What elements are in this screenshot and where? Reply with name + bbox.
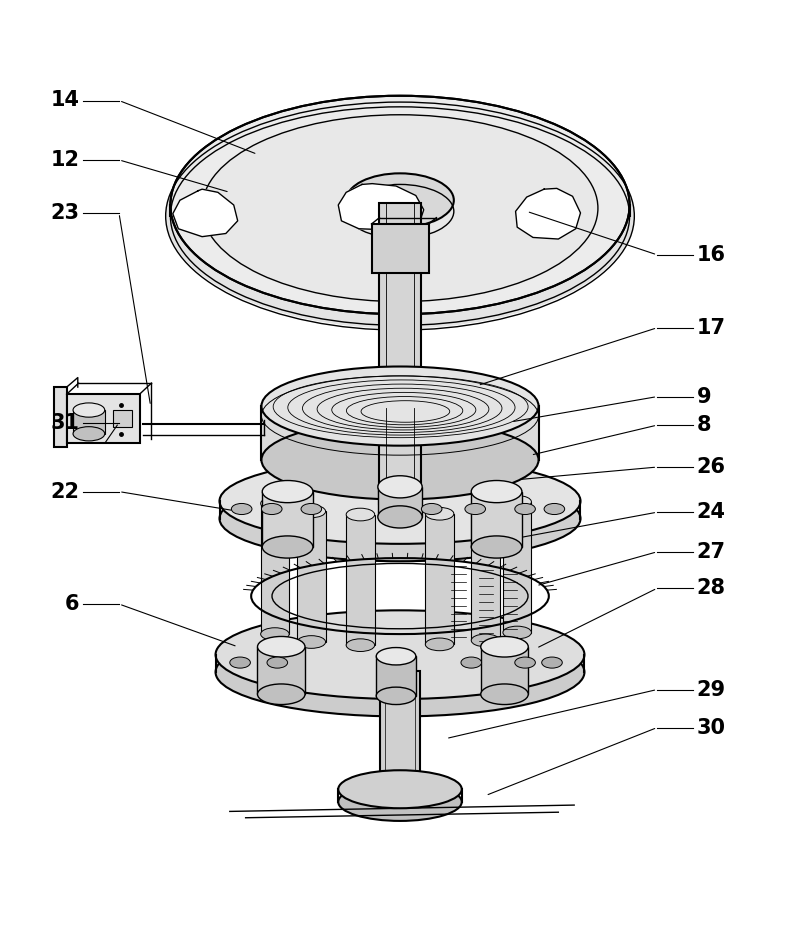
Bar [371,224,429,273]
Bar [379,408,421,504]
Ellipse shape [215,610,585,699]
Text: 27: 27 [697,542,726,561]
Bar [113,410,132,428]
Ellipse shape [262,366,538,446]
Ellipse shape [338,771,462,808]
Ellipse shape [261,627,289,641]
Ellipse shape [461,657,482,668]
Bar [503,502,531,632]
Ellipse shape [219,459,581,544]
Text: 29: 29 [697,679,726,700]
Ellipse shape [426,508,454,520]
Ellipse shape [514,503,535,514]
Ellipse shape [338,783,462,820]
Bar [73,410,105,434]
Polygon shape [515,188,581,239]
Text: 26: 26 [697,457,726,477]
Ellipse shape [262,503,282,514]
Bar [261,503,289,634]
Text: 28: 28 [697,578,726,598]
Ellipse shape [346,639,374,652]
Ellipse shape [426,638,454,651]
Ellipse shape [170,96,630,315]
Bar [262,406,538,460]
Bar [66,394,139,444]
Polygon shape [173,189,238,236]
Ellipse shape [481,637,528,657]
Ellipse shape [542,657,562,668]
Ellipse shape [267,657,287,668]
Ellipse shape [202,115,598,301]
Text: 16: 16 [697,245,726,265]
Bar [258,647,305,694]
Bar [481,647,528,694]
Ellipse shape [166,101,634,329]
Ellipse shape [301,503,322,514]
Ellipse shape [471,503,500,516]
Text: 23: 23 [50,203,79,223]
Ellipse shape [376,647,416,665]
Ellipse shape [465,503,486,514]
Text: 31: 31 [50,413,79,432]
Bar [297,512,326,642]
Ellipse shape [258,637,305,657]
Ellipse shape [481,684,528,705]
Ellipse shape [230,657,250,668]
Ellipse shape [422,503,442,514]
Bar [471,510,500,641]
Ellipse shape [503,495,531,508]
Ellipse shape [73,427,105,441]
Ellipse shape [378,506,422,528]
Ellipse shape [471,480,522,503]
Bar [346,514,374,645]
Text: 22: 22 [50,481,79,501]
Text: 14: 14 [50,90,79,110]
Ellipse shape [376,687,416,705]
Text: 30: 30 [697,718,726,738]
Ellipse shape [258,684,305,705]
Text: 6: 6 [65,594,79,614]
Ellipse shape [503,626,531,639]
Ellipse shape [262,536,313,558]
Polygon shape [338,184,424,231]
Bar [426,513,454,644]
Ellipse shape [346,173,454,227]
Ellipse shape [471,536,522,558]
Ellipse shape [231,503,252,514]
Ellipse shape [514,657,535,668]
Text: 24: 24 [697,502,726,522]
Ellipse shape [544,503,565,514]
Ellipse shape [471,634,500,647]
Ellipse shape [262,480,313,503]
Bar [376,657,416,696]
Ellipse shape [297,505,326,518]
Ellipse shape [262,420,538,499]
Text: 8: 8 [697,415,711,435]
Ellipse shape [73,403,105,417]
Bar [262,492,313,547]
Bar [379,203,421,376]
Bar [378,487,422,517]
Ellipse shape [261,497,289,510]
Ellipse shape [219,476,581,561]
Text: 17: 17 [697,317,726,338]
Bar [471,492,522,547]
Bar [54,387,66,447]
Ellipse shape [378,476,422,498]
Ellipse shape [215,627,585,717]
Text: 9: 9 [697,386,711,407]
Ellipse shape [297,636,326,648]
Text: 12: 12 [50,150,79,170]
Ellipse shape [346,508,374,521]
Bar [380,672,420,790]
